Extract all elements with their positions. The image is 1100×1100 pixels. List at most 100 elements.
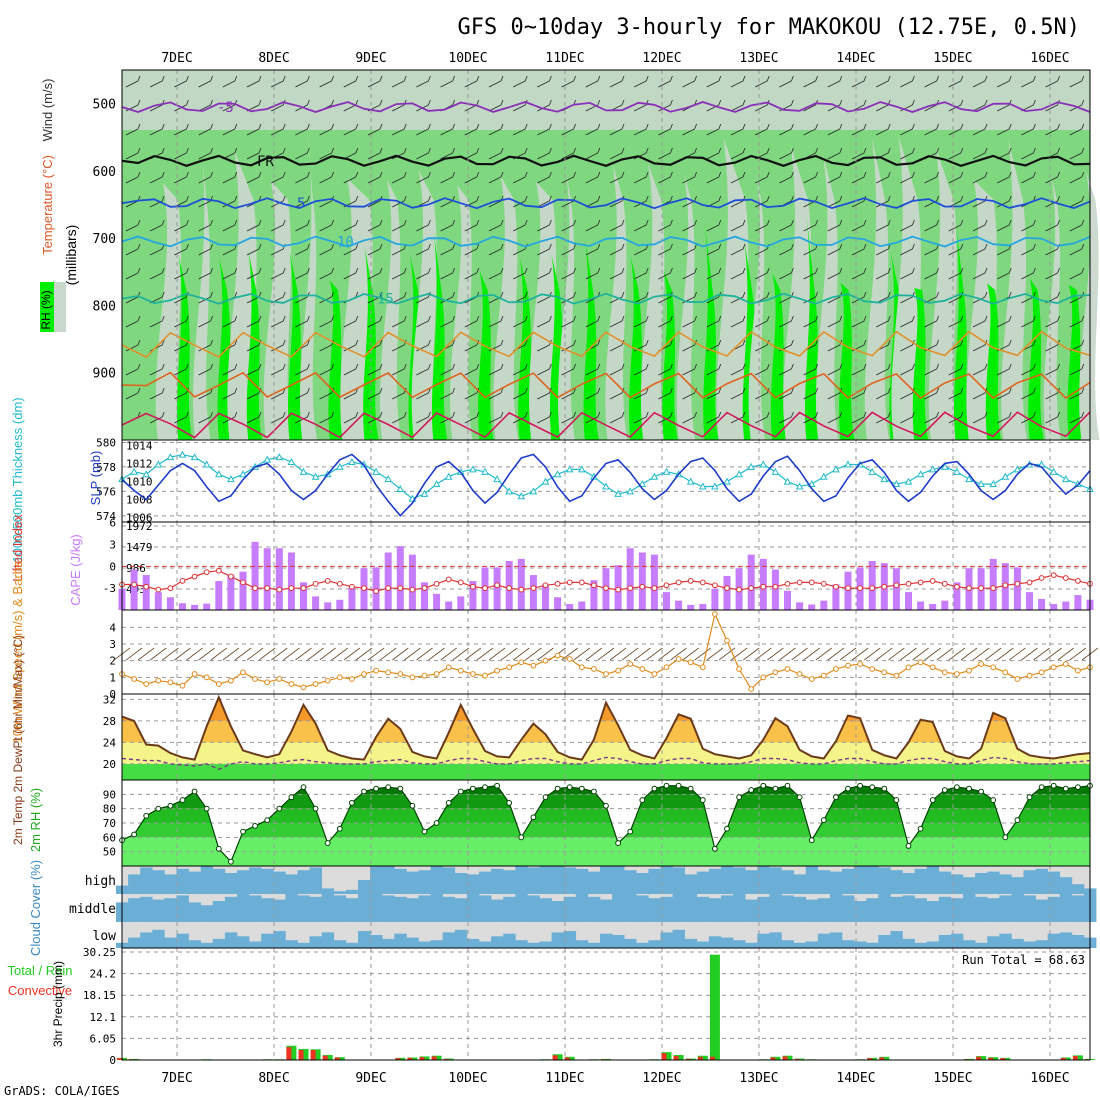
- rh-marker: [687, 785, 694, 792]
- wind-speed-marker: [639, 666, 646, 672]
- cloud-level-label: high: [85, 874, 116, 889]
- wind-barb: [198, 267, 213, 280]
- wind-barb: [960, 647, 978, 661]
- wind-barb: [755, 647, 772, 661]
- wind-barb: [851, 387, 867, 400]
- thickness-marker: [565, 465, 574, 473]
- thickness-marker: [868, 467, 877, 475]
- wind-barb: [343, 411, 359, 424]
- lifted-index-marker: [820, 580, 827, 587]
- lifted-index-marker: [312, 580, 319, 587]
- wind-barb: [150, 647, 167, 661]
- cape-bar: [675, 600, 683, 610]
- lifted-index-marker: [651, 585, 658, 592]
- thickness-marker: [989, 480, 998, 488]
- cloud-bar: [249, 867, 262, 894]
- wind-barb: [1045, 195, 1060, 208]
- cloud-bar: [200, 866, 214, 894]
- wind-speed-marker: [397, 671, 404, 677]
- rh-marker: [179, 797, 186, 803]
- wind-barb: [561, 315, 576, 328]
- rh-marker: [518, 834, 525, 841]
- wind-barb: [537, 267, 552, 280]
- cloud-bar: [249, 941, 262, 948]
- wind-barb: [488, 75, 504, 88]
- wind-speed-marker: [228, 677, 234, 684]
- rh-marker: [264, 817, 271, 824]
- wind-barb: [561, 219, 576, 232]
- wind-barb: [198, 219, 213, 232]
- wind-barb: [779, 411, 794, 424]
- wind-barb: [779, 315, 794, 328]
- cloud-bar: [781, 870, 794, 894]
- thickness-marker: [493, 475, 501, 483]
- wind-barb: [658, 387, 673, 400]
- wind-barb: [609, 99, 625, 112]
- wind-barb: [755, 219, 770, 232]
- wind-barb: [222, 171, 238, 184]
- rh-dry-band: [815, 154, 839, 440]
- wind-barb: [343, 123, 359, 136]
- lifted-index-marker: [760, 583, 767, 590]
- rh-marker: [760, 782, 767, 789]
- wind-barb: [876, 315, 891, 328]
- wind-barb: [948, 99, 964, 112]
- y-tick-label: -3: [103, 582, 116, 595]
- y-tick-label: 576: [96, 485, 116, 498]
- wind-barb: [706, 291, 722, 304]
- wind-speed-marker: [966, 667, 972, 674]
- wind-barb: [936, 647, 954, 661]
- wind-barb: [609, 219, 625, 232]
- wind-speed-marker: [748, 686, 755, 692]
- wind-barb: [1057, 647, 1075, 661]
- wind-barb: [779, 339, 794, 352]
- rh-marker: [482, 784, 488, 791]
- cloud-bar: [503, 870, 516, 894]
- wind-barb: [900, 75, 915, 88]
- cloud-bar: [926, 866, 940, 894]
- wind-barb: [246, 147, 262, 160]
- wind-barb: [972, 363, 988, 376]
- rh-moist-band: [703, 221, 719, 440]
- cloud-bar: [648, 898, 661, 922]
- wind-speed-marker: [288, 681, 295, 687]
- wind-barb: [827, 123, 843, 136]
- wind-barb: [222, 315, 238, 328]
- rh-band: [122, 823, 1090, 838]
- wind-barb: [997, 363, 1012, 376]
- lifted-index-marker: [542, 582, 549, 589]
- cloud-bar: [684, 894, 698, 922]
- cloud-bar: [333, 891, 347, 894]
- wind-barb: [1069, 315, 1085, 328]
- thickness-marker: [444, 472, 453, 480]
- wind-barb: [767, 647, 784, 661]
- cloud-bar: [696, 941, 710, 948]
- lifted-index-marker: [869, 585, 876, 592]
- wind-barb: [803, 267, 818, 280]
- wind-barb: [730, 99, 746, 112]
- thickness-marker: [178, 450, 187, 458]
- cloud-bar: [624, 894, 637, 922]
- wind-barb: [997, 147, 1012, 160]
- wind-barb: [924, 291, 939, 304]
- wind-barb: [234, 647, 252, 661]
- wind-barb: [246, 647, 264, 661]
- wind-barb: [1069, 243, 1085, 256]
- precip-convective-bar: [552, 1055, 558, 1060]
- wind-barb: [416, 411, 431, 424]
- wind-barb: [984, 647, 1002, 661]
- cloud-bar: [273, 931, 286, 948]
- cloud-bar: [466, 938, 480, 948]
- wind-barb: [827, 647, 845, 661]
- lifted-index-marker: [349, 583, 355, 590]
- cloud-bar: [854, 866, 867, 894]
- rh-marker: [808, 837, 815, 844]
- wind-barb: [150, 171, 165, 184]
- rh-marker: [470, 785, 476, 792]
- cloud-bar: [454, 929, 468, 948]
- wind-barb: [222, 363, 238, 376]
- precip-convective-bar: [298, 1050, 304, 1060]
- x-axis-tick-label-top: 11DEC: [545, 51, 584, 66]
- rh-band: [122, 808, 1090, 823]
- lifted-index-marker: [905, 580, 912, 587]
